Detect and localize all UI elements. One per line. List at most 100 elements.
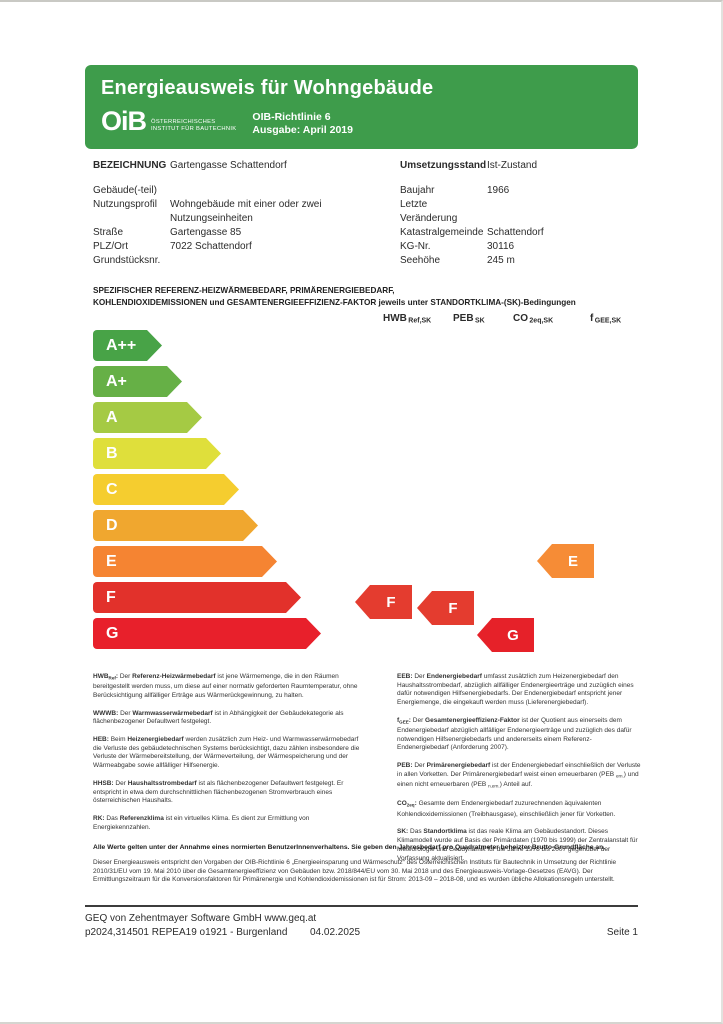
- explanation-text: :: [410, 673, 413, 680]
- info-row: PLZ/Ort 7022 Schattendorf: [93, 240, 393, 254]
- explanations-left-column: HWBRef: Der Referenz-Heizwärmebedarf ist…: [93, 673, 363, 841]
- explanation-text: ist in Abhängigkeit der Gebäudekategorie…: [93, 709, 344, 726]
- scale-band-label: G: [106, 624, 119, 642]
- field-value: 245 m: [487, 255, 515, 266]
- building-info-left: BEZEICHNUNG Gartengasse Schattendorf Gebäu…: [93, 159, 393, 268]
- explanation-text: :: [406, 828, 409, 836]
- explanation-text: Der: [412, 673, 427, 680]
- scale-band-label: E: [106, 552, 117, 570]
- explanation-text: werden zusätzlich zum Heiz- und Warmwass…: [93, 736, 360, 770]
- scale-band-a: A: [93, 402, 202, 433]
- scale-band-label: A++: [106, 336, 137, 354]
- scale-band-d: D: [93, 510, 258, 541]
- info-row: Baujahr 1966: [400, 184, 640, 198]
- explanations-right-column: EEB: Der Endenergiebedarf umfasst zusätz…: [397, 673, 642, 872]
- explanation-paragraph: EEB: Der Endenergiebedarf umfasst zusätz…: [397, 673, 642, 708]
- explanation-text: :: [116, 709, 119, 717]
- field-label: KG-Nr.: [400, 241, 431, 252]
- field-label: Umsetzungsstand: [400, 160, 487, 171]
- info-row: Letzte Veränderung: [400, 198, 640, 226]
- explanation-text: ist der Quotient aus einerseits dem Ende…: [397, 716, 632, 752]
- header-band: Energieausweis für Wohngebäude OiB ÖSTER…: [85, 65, 638, 149]
- field-value: 7022 Schattendorf: [170, 241, 252, 252]
- richtlinie-line1: OIB-Richtlinie 6: [252, 111, 331, 123]
- explanation-text: HHSB: [93, 779, 112, 787]
- rating-grade-label: G: [507, 626, 519, 644]
- chart-title-line2: KOHLENDIOXIDEMISSIONEN und GESAMTENERGIE…: [93, 297, 576, 307]
- oib-logo-subtext-line2: INSTITUT FÜR BAUTECHNIK: [151, 126, 237, 132]
- explanation-text: EEB: [397, 673, 411, 680]
- oib-logo: OiB: [101, 106, 147, 136]
- chart-section-title: SPEZIFISCHER REFERENZ-HEIZWÄRMEBEDARF, P…: [93, 285, 643, 308]
- info-row: KG-Nr. 30116: [400, 240, 640, 254]
- scale-band-c: C: [93, 474, 239, 505]
- header-logo-row: OiB ÖSTERREICHISCHES INSTITUT FÜR BAUTEC…: [101, 106, 638, 137]
- explanation-text: HEB: [93, 736, 107, 744]
- field-label: BEZEICHNUNG: [93, 160, 167, 171]
- field-value: Gartengasse Schattendorf: [170, 160, 287, 171]
- scale-band-app: A++: [93, 330, 162, 361]
- oib-logo-subtext-line1: ÖSTERREICHISCHES: [151, 119, 216, 125]
- scale-band-ap: A+: [93, 366, 182, 397]
- explanation-text: Haushaltsstrombedarf: [127, 779, 197, 787]
- scale-band-f: F: [93, 582, 301, 613]
- explanation-text: Warmwasserwärmebedarf: [132, 709, 213, 717]
- field-label: PLZ/Ort: [93, 241, 129, 252]
- scale-band-b: B: [93, 438, 221, 469]
- info-row: Umsetzungsstand Ist-Zustand: [400, 159, 640, 173]
- explanation-text: ern.: [615, 773, 624, 779]
- scale-band-label: A+: [106, 372, 127, 390]
- info-row: Seehöhe 245 m: [400, 254, 640, 268]
- explanation-text: Der: [410, 716, 426, 724]
- column-header-subscript: GEE,SK: [593, 317, 622, 325]
- explanation-text: CO: [397, 800, 407, 808]
- column-header-subscript: Ref,SK: [406, 317, 432, 325]
- explanation-paragraph: CO2eq: Gesamte dem Endenergiebedarf zuzu…: [397, 800, 642, 819]
- footer-date: 04.02.2025: [310, 927, 361, 938]
- explanation-text: Ref: [108, 675, 116, 681]
- explanation-text: Beim: [108, 736, 128, 744]
- field-label: Gebäude(-teil): [93, 185, 157, 196]
- explanation-text: 2eq: [406, 802, 415, 808]
- explanation-text: Primärenergiebedarf: [426, 762, 491, 770]
- explanation-text: Der: [118, 673, 133, 680]
- explanation-paragraph: RK: Das Referenzklima ist ein virtuelles…: [93, 815, 363, 832]
- column-header: HWB Ref,SK: [383, 313, 431, 324]
- field-label: Baujahr: [400, 185, 435, 196]
- footer-software: GEQ von Zehentmayer Software GmbH www.ge…: [85, 913, 317, 924]
- values-note: Alle Werte gelten unter der Annahme eine…: [93, 844, 606, 851]
- scale-band-label: F: [106, 588, 116, 606]
- column-header-main: HWB: [383, 313, 407, 324]
- chart-title-line1: SPEZIFISCHER REFERENZ-HEIZWÄRMEBEDARF, P…: [93, 286, 395, 295]
- field-value: 1966: [487, 185, 510, 196]
- explanation-text: :: [102, 815, 105, 822]
- explanation-text: ist ein virtuelles Klima. Es dient zur E…: [93, 815, 310, 831]
- explanation-text: Heizenergiebedarf: [127, 736, 184, 744]
- legal-note: Dieser Energieausweis entspricht den Vor…: [93, 859, 617, 884]
- footer-reference: p2024,314501 REPEA19 o1921 - Burgenland: [85, 927, 288, 938]
- explanation-text: Der: [118, 709, 133, 717]
- rating-arrow-f: F: [355, 585, 415, 619]
- explanation-text: Das: [104, 815, 120, 822]
- explanation-text: Der: [113, 779, 128, 787]
- explanation-paragraph: SK: Das Standortklima ist das reale Klim…: [397, 828, 642, 863]
- explanation-text: ist der Endenergiebedarf einschließlich …: [397, 762, 641, 778]
- field-label: Katastralgemeinde: [400, 227, 484, 238]
- field-label: Grundstücksnr.: [93, 255, 161, 266]
- field-label: Nutzungsprofil: [93, 199, 157, 210]
- column-header-subscript: 2eq,SK: [528, 317, 554, 325]
- column-header-main: CO: [513, 313, 528, 324]
- explanation-paragraph: HEB: Beim Heizenergiebedarf werden zusät…: [93, 736, 363, 771]
- field-value: 30116: [487, 241, 515, 252]
- explanation-paragraph: fGEE: Der Gesamtenergieeffizienz-Faktor …: [397, 717, 642, 753]
- rating-arrow-f: F: [417, 591, 477, 625]
- explanation-text: Gesamtenergieeffizienz-Faktor: [425, 716, 520, 724]
- explanation-paragraph: PEB: Der Primärenergiebedarf ist der End…: [397, 762, 642, 791]
- column-header-subscript: SK: [473, 317, 485, 325]
- explanation-text: :: [410, 762, 413, 770]
- rating-grade-label: E: [567, 552, 578, 570]
- scale-band-label: B: [106, 444, 118, 462]
- explanation-text: :: [414, 800, 417, 808]
- explanation-text: Standortklima: [423, 828, 467, 836]
